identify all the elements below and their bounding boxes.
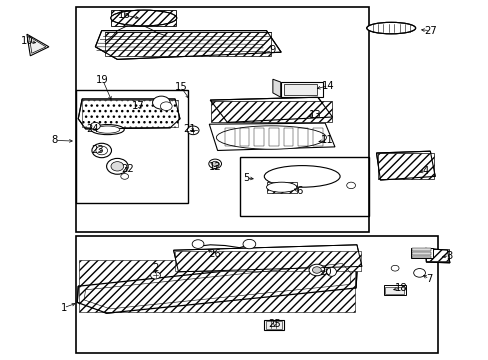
Polygon shape [173,245,361,272]
Text: 19: 19 [96,75,109,85]
Circle shape [160,102,172,111]
Polygon shape [272,79,280,97]
Text: 24: 24 [86,124,99,134]
Bar [312,128,322,146]
Bar [224,128,234,146]
Polygon shape [29,37,46,53]
Bar [239,128,249,146]
Bar [265,321,282,329]
Circle shape [312,267,321,273]
Text: 4: 4 [422,166,427,176]
Bar [254,128,264,146]
Text: 26: 26 [207,249,220,259]
Text: 15: 15 [174,82,187,92]
Circle shape [187,126,199,135]
Bar [105,32,271,56]
Text: 5: 5 [242,173,249,183]
Bar [239,157,368,216]
Bar [264,320,283,330]
Circle shape [96,146,107,155]
Polygon shape [77,259,356,313]
Text: 6: 6 [295,186,302,196]
Text: 12: 12 [208,162,221,172]
Ellipse shape [110,10,176,26]
Ellipse shape [326,267,336,276]
Bar [426,249,448,261]
Text: 20: 20 [318,267,331,277]
Text: 8: 8 [52,135,58,145]
Bar [298,128,307,146]
Bar [211,101,331,122]
Bar [76,7,368,232]
Text: 9: 9 [269,45,276,55]
Circle shape [106,158,128,174]
Ellipse shape [216,126,326,149]
Text: 10: 10 [20,36,33,46]
Bar [410,248,432,258]
Ellipse shape [91,125,124,135]
Polygon shape [78,99,180,129]
Bar [383,285,405,295]
Bar [411,256,430,258]
Polygon shape [209,123,334,150]
Bar [280,82,322,97]
Text: 17: 17 [132,101,144,111]
Ellipse shape [95,126,120,133]
Text: 11: 11 [321,135,333,145]
Bar [385,287,404,294]
Polygon shape [210,97,332,122]
Polygon shape [376,151,434,180]
Circle shape [413,269,425,277]
Polygon shape [95,31,281,59]
Circle shape [211,161,218,166]
Circle shape [390,265,398,271]
Text: 14: 14 [322,81,334,91]
Bar [76,90,188,203]
Ellipse shape [264,166,339,187]
Text: 7: 7 [425,274,432,284]
Bar [174,251,360,271]
Polygon shape [27,34,49,56]
Circle shape [150,272,160,279]
Circle shape [308,264,324,276]
Bar [411,248,430,251]
Text: 2: 2 [152,263,159,273]
Circle shape [208,159,221,168]
Circle shape [152,96,170,109]
Text: 22: 22 [122,164,134,174]
Text: 27: 27 [423,26,436,36]
Text: 1: 1 [60,303,67,313]
Text: 16: 16 [118,10,131,20]
Circle shape [90,122,100,130]
Text: 21: 21 [183,124,196,134]
Circle shape [92,143,111,158]
Circle shape [243,239,255,249]
Ellipse shape [266,182,296,192]
Text: 25: 25 [268,319,281,329]
Circle shape [121,174,128,179]
Text: 13: 13 [308,110,321,120]
Bar [268,128,278,146]
Bar [283,84,316,95]
Bar [283,128,293,146]
Circle shape [346,182,355,189]
Bar [266,182,297,193]
Circle shape [111,162,123,171]
Text: 18: 18 [394,283,407,293]
Bar [377,153,433,179]
Ellipse shape [366,22,415,34]
Circle shape [192,240,203,248]
Bar [76,236,437,353]
Bar [82,100,178,127]
Text: 23: 23 [91,145,104,156]
Bar [411,252,430,255]
Polygon shape [425,248,449,263]
Bar [111,10,176,26]
Text: 3: 3 [446,251,452,261]
Bar [79,260,354,312]
